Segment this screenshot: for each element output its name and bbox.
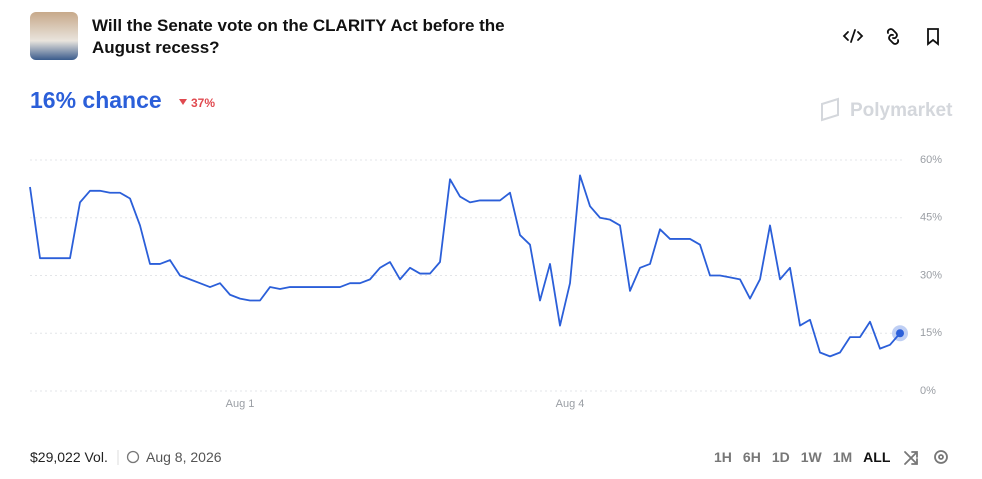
- brand-logo: [821, 97, 839, 122]
- y-tick-label: 60%: [920, 154, 942, 166]
- x-tick-label: Aug 4: [556, 398, 585, 410]
- change: 37%: [191, 96, 216, 110]
- chance: 16% chance: [30, 87, 162, 113]
- range-button[interactable]: ALL: [863, 449, 891, 465]
- brand: Polymarket: [850, 100, 953, 121]
- embed-icon[interactable]: [842, 29, 864, 43]
- clock-icon: [126, 450, 140, 464]
- range-buttons: 1H 6H 1D 1W 1M ALL: [714, 449, 901, 465]
- current-point: [896, 329, 904, 338]
- x-tick-label: Aug 1: [226, 398, 255, 410]
- settings-icon[interactable]: [934, 450, 948, 464]
- bookmark-icon[interactable]: [927, 28, 939, 46]
- range-button[interactable]: 6H: [742, 449, 761, 465]
- range-button[interactable]: 1H: [714, 449, 732, 465]
- market-title: Will the Senate vote on the CLARITY Act …: [92, 16, 505, 57]
- price-line: [29, 174, 901, 358]
- end-date: Aug 8, 2026: [146, 449, 222, 465]
- volume: $29,022 Vol.: [30, 449, 108, 465]
- range-button[interactable]: 1W: [800, 449, 822, 465]
- settings-icon-center: [938, 454, 944, 460]
- change-arrow: [179, 99, 187, 105]
- y-tick-label: 15%: [920, 327, 942, 339]
- range-button[interactable]: 1D: [771, 449, 790, 465]
- y-tick-label: 30%: [920, 269, 942, 281]
- shuffle-icon[interactable]: [904, 451, 918, 465]
- y-tick-label: 0%: [920, 385, 936, 397]
- market-thumbnail: [30, 12, 78, 60]
- range-button[interactable]: 1M: [832, 449, 853, 465]
- y-tick-label: 45%: [920, 212, 942, 224]
- link-icon[interactable]: [886, 28, 900, 45]
